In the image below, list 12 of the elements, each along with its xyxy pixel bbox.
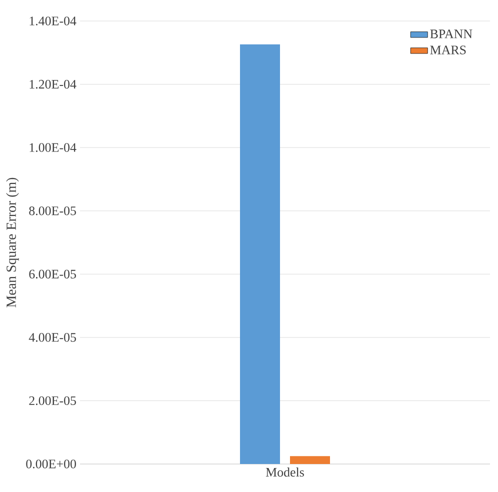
y-axis-title: Mean Square Error (m) bbox=[6, 178, 19, 308]
y-tick-label: 0.00E+00 bbox=[26, 460, 76, 468]
y-tick-label: 1.40E-04 bbox=[30, 16, 76, 26]
y-tick-label: 6.00E-05 bbox=[29, 270, 76, 279]
y-tick-label: 8.00E-05 bbox=[29, 206, 76, 216]
x-tick-label: Models bbox=[266, 468, 304, 477]
legend-label: BPANN bbox=[430, 30, 472, 38]
y-tick-label: 1.20E-04 bbox=[30, 80, 76, 89]
y-tick-label: 1.00E-04 bbox=[30, 143, 76, 152]
y-tick-label: 2.00E-05 bbox=[29, 396, 76, 406]
y-tick-label: 4.00E-05 bbox=[28, 333, 76, 342]
legend-label: MARS bbox=[430, 46, 466, 54]
